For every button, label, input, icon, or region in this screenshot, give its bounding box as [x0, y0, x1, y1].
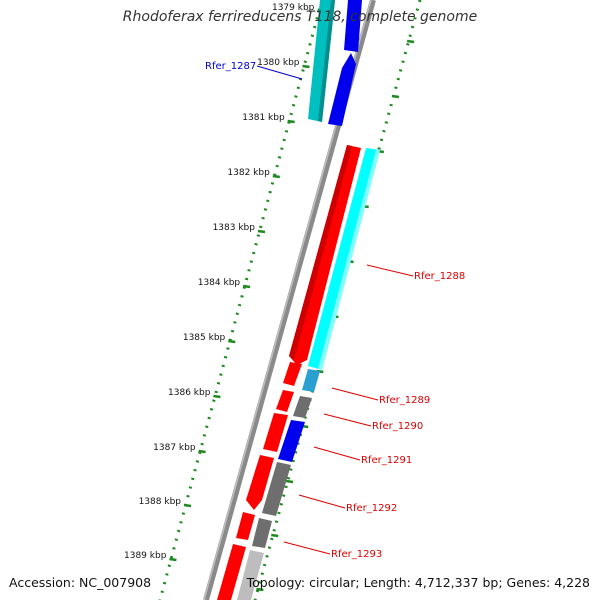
gene-feature-rfer-1288-reverse-shade [318, 150, 380, 370]
gene-feature-next-lightgray[interactable] [237, 550, 264, 600]
scale-tick-label: 1382 kbp [227, 168, 270, 178]
gene-feature-rfer-1290-red[interactable] [276, 390, 294, 412]
gene-feature-rfer-1293-red[interactable] [236, 512, 255, 540]
scale-tick-label: 1381 kbp [242, 113, 285, 123]
scale-tick [213, 394, 221, 399]
gene-feature-rfer-1290-gray[interactable] [293, 396, 312, 418]
gene-feature-rfer-1286-teal-shade [318, 0, 335, 122]
scale-tick-outer [271, 533, 279, 538]
gene-label-g1287[interactable]: Rfer_1287 [205, 61, 256, 72]
genome-summary-text: Topology: circular; Length: 4,712,337 bp… [246, 575, 590, 590]
scale-tick-outer [285, 479, 294, 484]
scale-tick-labels: 1379 kbp 1380 kbp 1381 kbp 1382 kbp 1383 kbp… [124, 3, 315, 561]
gene-leader-line [313, 446, 361, 461]
scale-tick-outer [406, 39, 415, 44]
scale-tick-label: 1383 kbp [213, 223, 256, 233]
gene-feature-rfer-1289-blue[interactable] [302, 369, 320, 392]
gene-feature-rfer-1292-gray[interactable] [262, 462, 291, 516]
scale-ring-inner [158, 0, 324, 601]
gene-feature-rfer-1287[interactable] [328, 53, 356, 126]
scale-tick-outer [391, 94, 400, 99]
scale-tick [242, 284, 251, 289]
scale-tick [287, 119, 295, 124]
scale-tick-label: 1387 kbp [153, 443, 196, 453]
gene-label-g1291[interactable]: Rfer_1291 [361, 455, 412, 466]
gene-feature-rfer-1292-red[interactable] [246, 455, 274, 510]
gene-label-g1292[interactable]: Rfer_1292 [346, 503, 397, 514]
gene-feature-next-red[interactable] [217, 544, 246, 600]
gene-feature-rfer-1289-red[interactable] [283, 362, 302, 386]
scale-tick [228, 339, 236, 344]
scale-tick [183, 503, 192, 508]
scale-tick-label: 1389 kbp [124, 551, 167, 561]
scale-tick-label: 1385 kbp [183, 333, 226, 343]
gene-leader-line [283, 541, 331, 555]
scale-tick-outer [256, 587, 264, 592]
gene-label-g1289[interactable]: Rfer_1289 [379, 395, 430, 406]
gene-label-g1290[interactable]: Rfer_1290 [372, 421, 423, 432]
gene-leader-line [298, 494, 346, 509]
scale-tick-label: 1388 kbp [139, 497, 182, 507]
gene-feature-rfer-1288-forward-shade [289, 145, 352, 360]
gene-leader-line [366, 264, 414, 277]
scale-tick-label: 1384 kbp [198, 278, 241, 288]
gene-leader-line [256, 65, 303, 80]
scale-tick [198, 449, 206, 454]
map-title: Rhodoferax ferrireducens T118, complete … [122, 9, 478, 25]
gene-label-g1288[interactable]: Rfer_1288 [414, 271, 465, 282]
scale-tick-label: 1386 kbp [168, 388, 211, 398]
gene-feature-rfer-1293-gray[interactable] [252, 518, 272, 548]
scale-tick [169, 557, 177, 562]
gene-feature-rfer-1291-blue[interactable] [278, 420, 305, 462]
accession-text: Accession: NC_007908 [9, 575, 152, 590]
scale-tick [257, 229, 266, 234]
scale-tick-label: 1379 kbp [272, 3, 315, 13]
scale-tick [272, 174, 281, 179]
gene-feature-rfer-1286-blue[interactable] [344, 0, 362, 52]
scale-tick [302, 64, 310, 69]
gene-labels: Rfer_1287 Rfer_1288 Rfer_1289 Rfer_1290 Rfer… [205, 61, 465, 560]
gene-feature-rfer-1291-red[interactable] [263, 413, 288, 452]
gene-leader-line [331, 387, 379, 401]
scale-ticks [169, 9, 325, 562]
gene-label-g1293[interactable]: Rfer_1293 [331, 549, 382, 560]
gene-leader-line [323, 413, 372, 427]
scale-tick-label: 1380 kbp [257, 58, 300, 68]
